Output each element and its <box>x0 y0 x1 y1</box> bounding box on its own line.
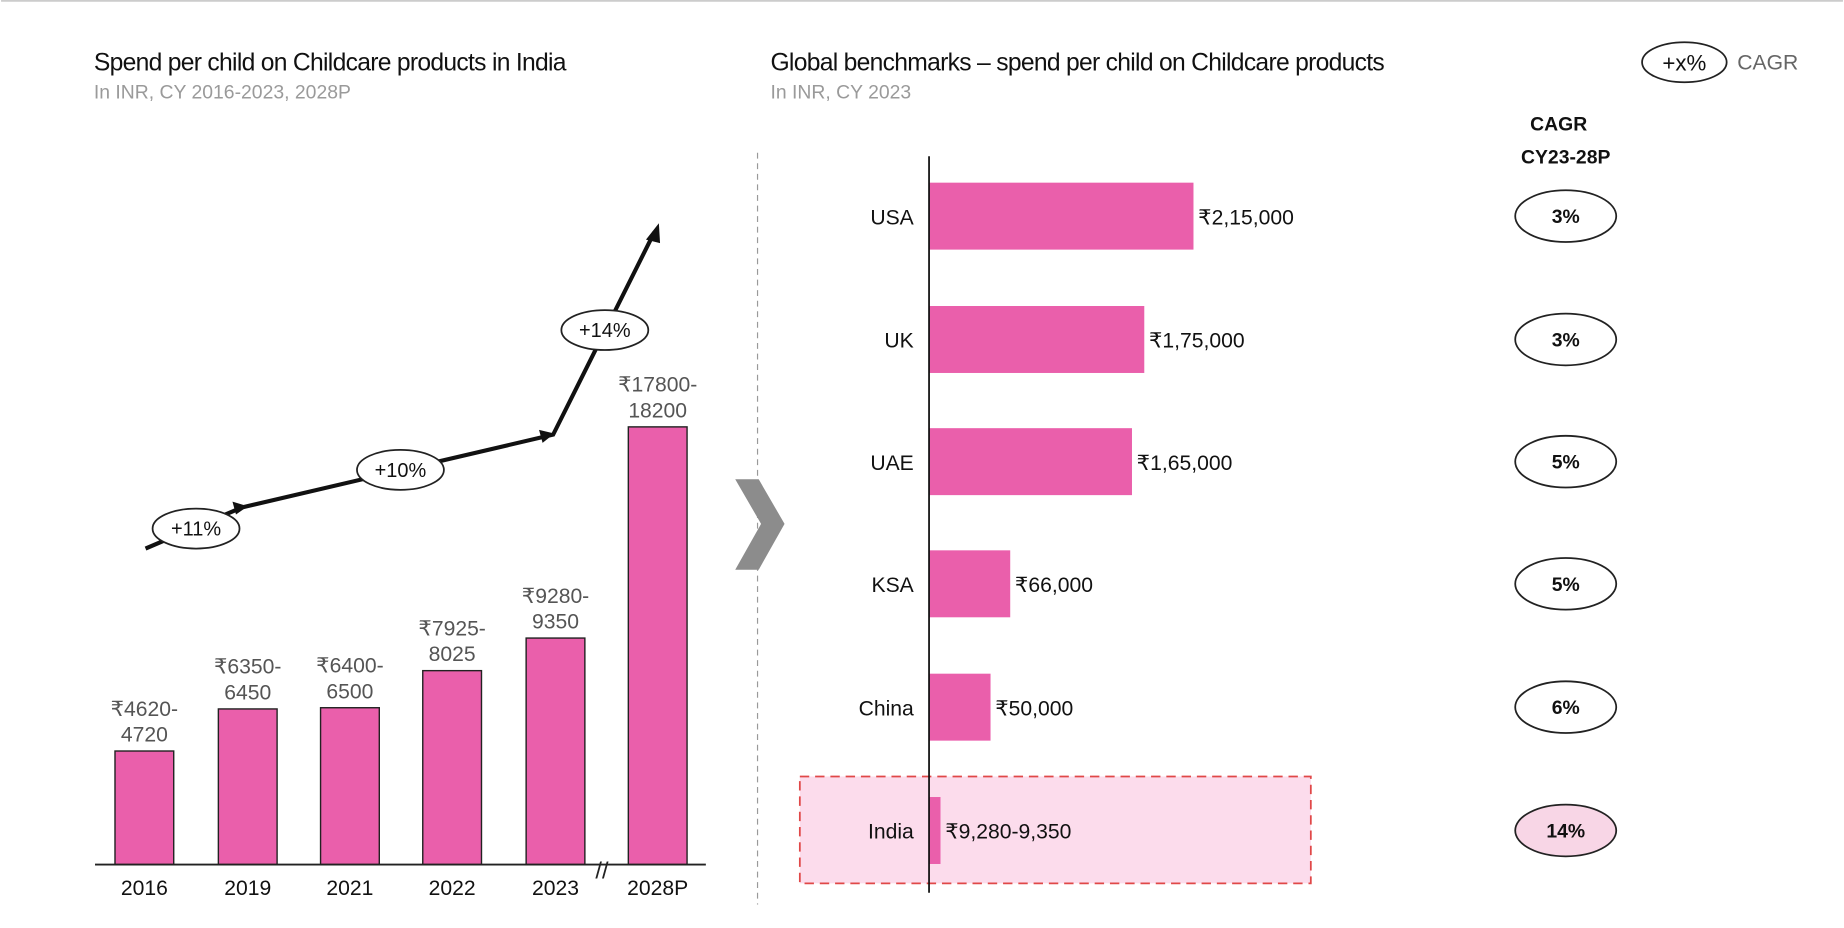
bar-usa <box>929 182 1194 250</box>
bar-label-line1: ₹7925- <box>418 617 485 640</box>
bar-label-line2: 18200 <box>628 399 687 422</box>
x-tick-label: 2022 <box>429 877 476 900</box>
cagr-ellipse <box>1514 434 1618 489</box>
bar-2022 <box>422 669 483 866</box>
bar-label-line1: ₹9280- <box>522 585 589 608</box>
cagr-value: 3% <box>1552 206 1580 228</box>
value-label: ₹66,000 <box>1015 574 1093 597</box>
category-label: USA <box>870 206 914 229</box>
bar-label-line1: ₹6400- <box>316 654 383 677</box>
bar-china <box>929 673 991 741</box>
category-label: KSA <box>871 574 914 597</box>
arrow-head-icon <box>539 429 555 443</box>
cagr-ellipse <box>560 309 650 351</box>
bar-uae <box>929 428 1132 496</box>
cagr-value: 3% <box>1552 330 1580 352</box>
bar-label-line2: 9350 <box>532 611 579 634</box>
right-chart-subtitle: In INR, CY 2023 <box>770 82 911 104</box>
category-label: UK <box>884 330 913 353</box>
cagr-value: 5% <box>1552 452 1580 474</box>
bar-label-line1: ₹4620- <box>111 698 178 721</box>
x-tick-label: 2021 <box>326 877 373 900</box>
value-label: ₹50,000 <box>995 697 1073 720</box>
value-label: ₹1,65,000 <box>1137 452 1233 475</box>
bar-uk <box>929 306 1145 373</box>
bar-label-line2: 6450 <box>224 682 271 705</box>
bar-2023 <box>525 637 586 866</box>
x-tick-label: 2023 <box>532 877 579 900</box>
india-highlight-box <box>798 775 1312 885</box>
bar-india <box>929 797 941 864</box>
cagr-value: 5% <box>1552 574 1580 596</box>
bar-ksa <box>929 550 1011 618</box>
bar-2028P <box>627 426 688 866</box>
value-label: ₹2,15,000 <box>1198 206 1294 229</box>
cagr-ellipse <box>1514 557 1618 611</box>
cagr-value: 6% <box>1552 697 1580 719</box>
cagr-ellipse <box>1514 803 1618 858</box>
cagr-annotation: +11% <box>171 519 221 541</box>
cagr-ellipse <box>356 449 445 491</box>
x-tick-label: 2019 <box>224 877 271 900</box>
legend-label: CAGR <box>1737 51 1798 74</box>
bar-2016 <box>114 750 175 866</box>
value-label: ₹9,280-9,350 <box>945 821 1071 844</box>
bar-label-line2: 4720 <box>121 724 168 747</box>
cagr-annotation: +14% <box>579 320 631 342</box>
value-label: ₹1,75,000 <box>1149 330 1245 353</box>
bar-label-line2: 8025 <box>429 643 476 666</box>
cagr-ellipse <box>1514 680 1618 734</box>
cagr-ellipse <box>1514 189 1618 243</box>
x-tick-label: 2016 <box>121 877 168 900</box>
cagr-header-line2: CY23-28P <box>1521 146 1610 168</box>
cagr-ellipse <box>1514 312 1618 367</box>
legend-ellipse <box>1641 41 1728 84</box>
left-chart-subtitle: In INR, CY 2016-2023, 2028P <box>94 82 351 104</box>
bar-label-line1: ₹6350- <box>214 656 281 679</box>
bar-label-line1: ₹17800- <box>618 374 697 397</box>
trend-arrow-line <box>144 231 657 551</box>
bar-2021 <box>319 707 381 866</box>
legend-symbol: +x% <box>1662 50 1706 75</box>
bar-label-line2: 6500 <box>326 680 373 703</box>
cagr-value: 14% <box>1546 821 1585 843</box>
arrow-head-icon <box>645 223 661 244</box>
arrow-head-icon <box>232 501 248 515</box>
cagr-header-line1: CAGR <box>1530 113 1587 135</box>
x-tick-label: 2028P <box>627 877 688 900</box>
right-chart-title: Global benchmarks – spend per child on C… <box>770 49 1384 76</box>
category-label: UAE <box>870 452 913 475</box>
category-label: China <box>859 697 914 720</box>
left-chart-title: Spend per child on Childcare products in… <box>94 49 567 76</box>
bar-2019 <box>217 708 278 866</box>
category-label: India <box>868 821 914 844</box>
chevron-right-icon <box>735 479 785 570</box>
axis-break: // <box>595 858 609 884</box>
cagr-ellipse <box>151 507 241 550</box>
cagr-annotation: +10% <box>375 460 427 482</box>
